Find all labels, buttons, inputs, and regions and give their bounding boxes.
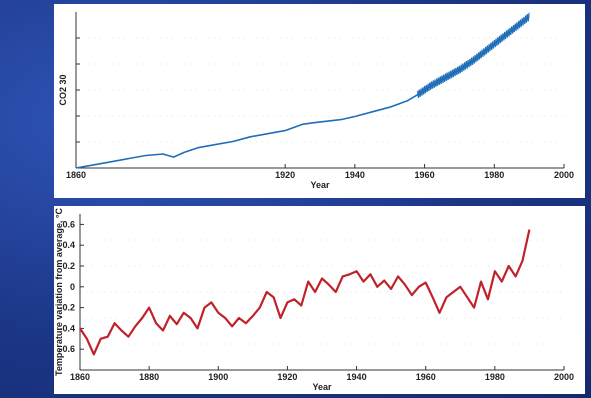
y-axis-title: Temperature variation from average, °C	[54, 208, 64, 376]
y-tick-label: 0.6	[62, 219, 75, 229]
x-axis-title: Year	[310, 180, 330, 190]
x-tick-label: 2000	[554, 170, 574, 180]
co2-chart: 1860 1920 1940 1960 1980 2000 Year CO2 30	[58, 12, 574, 190]
seasonal-band	[417, 12, 530, 99]
co2-chart-panel: 1860 1920 1940 1960 1980 2000 Year CO2 30	[54, 4, 585, 198]
x-tick-label: 1880	[139, 372, 159, 382]
x-axis-title: Year	[312, 382, 332, 392]
y-tick-label: -0.2	[59, 303, 75, 313]
y-tick-label: -0.6	[59, 344, 75, 354]
x-tick-label: 1980	[485, 372, 505, 382]
x-tick-label: 1940	[347, 372, 367, 382]
y-tick-label: -0.4	[59, 323, 75, 333]
temperature-chart-panel: 1860 1880 1900 1920 1940 1960 1980 2000 0.6 0.4 0.…	[54, 206, 585, 394]
y-tick-label: 0.2	[62, 261, 75, 271]
x-tick-label: 1860	[70, 372, 90, 382]
temperature-chart: 1860 1880 1900 1920 1940 1960 1980 2000 0.6 0.4 0.…	[54, 208, 574, 392]
x-tick-label: 1900	[208, 372, 228, 382]
x-tick-label: 1940	[345, 170, 365, 180]
y-axis-title: CO2 30	[58, 74, 68, 105]
y-tick-label: 0.4	[62, 240, 75, 250]
x-tick-label: 1920	[277, 372, 297, 382]
series-line	[79, 229, 531, 356]
x-tick-label: 1960	[415, 170, 435, 180]
x-tick-label: 1860	[66, 170, 86, 180]
series-line	[75, 16, 530, 169]
x-tick-label: 1920	[275, 170, 295, 180]
y-tick-label: 0	[70, 282, 75, 292]
x-tick-label: 2000	[554, 372, 574, 382]
x-tick-label: 1980	[484, 170, 504, 180]
x-tick-label: 1960	[416, 372, 436, 382]
